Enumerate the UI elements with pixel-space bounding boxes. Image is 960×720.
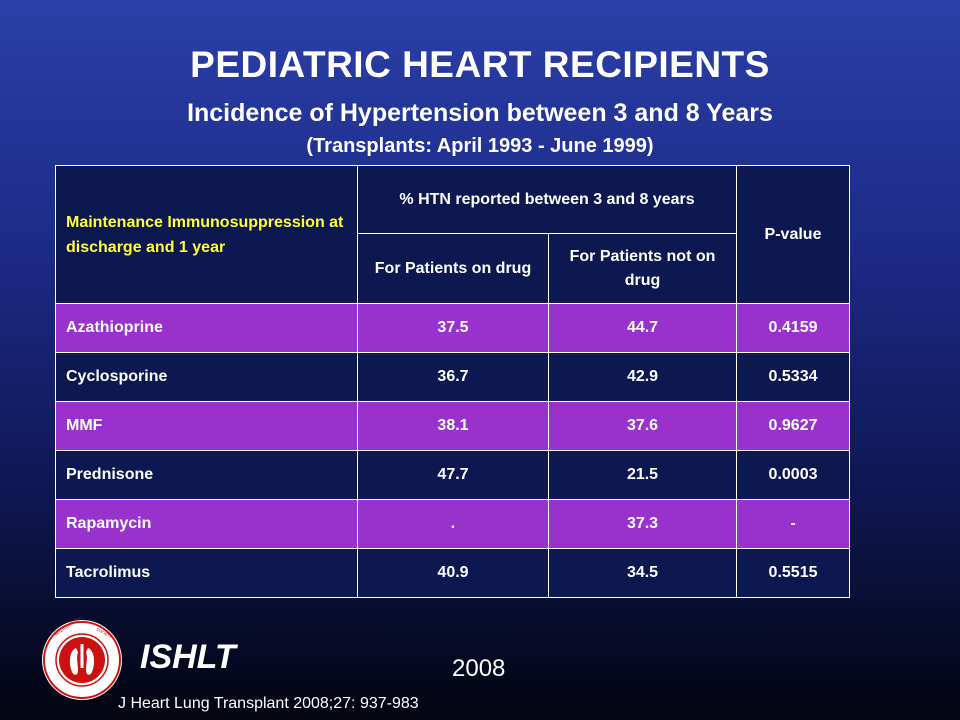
hypertension-table: Maintenance Immunosuppression at dischar…: [55, 165, 851, 598]
p-value: 0.9627: [736, 401, 851, 451]
p-value: 0.5515: [736, 548, 851, 598]
drug-name: Prednisone: [55, 450, 358, 500]
drug-name: MMF: [55, 401, 358, 451]
header-htn-reported: % HTN reported between 3 and 8 years: [356, 165, 738, 234]
header-on-drug: For Patients on drug: [357, 233, 549, 304]
p-value: 0.0003: [736, 450, 851, 500]
table-row: Prednisone 47.7 21.5 0.0003: [55, 450, 851, 500]
page-title: PEDIATRIC HEART RECIPIENTS: [190, 44, 770, 85]
not-on-drug-value: 34.5: [547, 548, 738, 598]
table-row: MMF 38.1 37.6 0.9627: [55, 401, 851, 451]
drug-name: Cyclosporine: [55, 352, 358, 402]
p-value: 0.4159: [736, 303, 851, 353]
p-value: 0.5334: [736, 352, 851, 402]
p-value: -: [736, 499, 851, 549]
on-drug-value: 37.5: [357, 303, 549, 353]
page-subtitle: Incidence of Hypertension between 3 and …: [187, 99, 773, 127]
not-on-drug-value: 42.9: [547, 352, 738, 402]
year-label: 2008: [452, 655, 506, 682]
on-drug-value: .: [357, 499, 549, 549]
table-row: Azathioprine 37.5 44.7 0.4159: [55, 303, 851, 353]
header-maintenance-immunosuppression: Maintenance Immunosuppression at dischar…: [55, 165, 358, 304]
not-on-drug-value: 44.7: [547, 303, 738, 353]
ishlt-label: ISHLT: [140, 638, 236, 676]
ishlt-logo: INTERNATIONAL SOCIETY: [42, 618, 122, 700]
on-drug-value: 36.7: [357, 352, 549, 402]
on-drug-value: 38.1: [357, 401, 549, 451]
table-row: Rapamycin . 37.3 -: [55, 499, 851, 549]
date-range-subtitle: (Transplants: April 1993 - June 1999): [306, 135, 654, 157]
on-drug-value: 47.7: [357, 450, 549, 500]
header-not-on-drug: For Patients not on drug: [547, 233, 738, 304]
citation: J Heart Lung Transplant 2008;27: 937-983: [118, 695, 419, 712]
on-drug-value: 40.9: [357, 548, 549, 598]
not-on-drug-value: 37.6: [547, 401, 738, 451]
drug-name: Azathioprine: [55, 303, 358, 353]
table-row: Tacrolimus 40.9 34.5 0.5515: [55, 548, 851, 598]
drug-name: Rapamycin: [55, 499, 358, 549]
header-p-value: P-value: [736, 165, 851, 304]
not-on-drug-value: 37.3: [547, 499, 738, 549]
table-row: Cyclosporine 36.7 42.9 0.5334: [55, 352, 851, 402]
not-on-drug-value: 21.5: [547, 450, 738, 500]
drug-name: Tacrolimus: [55, 548, 358, 598]
